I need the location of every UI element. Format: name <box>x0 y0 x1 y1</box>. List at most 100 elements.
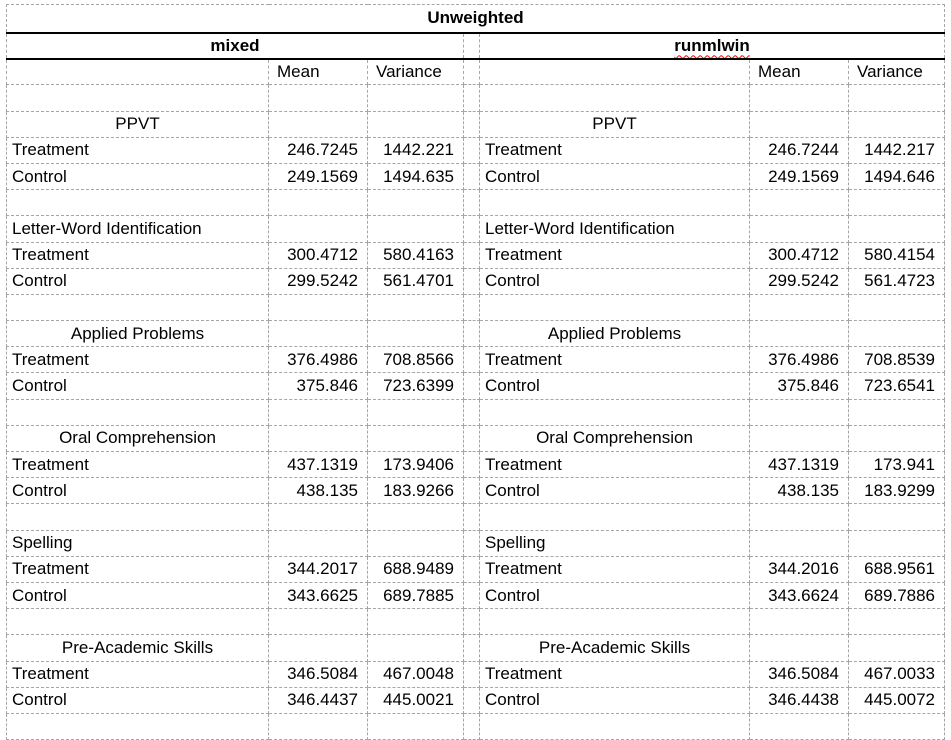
empty-cell <box>6 293 269 322</box>
empty-cell <box>847 215 946 243</box>
empty-cell <box>847 398 946 426</box>
mean-value: 299.5242 <box>749 267 849 295</box>
spacer-cell <box>463 189 480 217</box>
empty-cell <box>268 424 368 453</box>
row-label-treatment: Treatment <box>479 346 750 374</box>
row-label-treatment: Treatment <box>6 241 269 269</box>
empty-cell <box>6 608 269 636</box>
section-title: Pre-Academic Skills <box>6 634 269 662</box>
col-header-mean: Mean <box>749 58 849 86</box>
variance-value: 561.4723 <box>847 267 946 295</box>
treatment-row: Treatment 344.2017 688.9489 Treatment 34… <box>6 555 946 583</box>
empty-cell <box>479 712 750 740</box>
treatment-row: Treatment 300.4712 580.4163 Treatment 30… <box>6 241 946 269</box>
empty-cell <box>749 320 849 348</box>
mean-value: 299.5242 <box>268 267 368 295</box>
empty-cell <box>6 712 269 740</box>
section-title: Applied Problems <box>6 320 269 348</box>
empty-cell <box>749 84 849 112</box>
row-label-control: Control <box>6 477 269 505</box>
empty-cell <box>367 712 464 740</box>
empty-cell <box>847 608 946 636</box>
variance-value: 708.8539 <box>847 346 946 374</box>
empty-cell <box>6 58 269 86</box>
spacer-cell <box>463 555 480 583</box>
section-title: Letter-Word Identification <box>6 215 269 243</box>
mean-value: 344.2016 <box>749 555 849 583</box>
mean-value: 346.5084 <box>268 660 368 688</box>
mean-value: 346.4438 <box>749 686 849 714</box>
empty-cell <box>268 215 368 243</box>
empty-cell <box>367 424 464 453</box>
empty-cell <box>749 608 849 636</box>
row-label-treatment: Treatment <box>6 346 269 374</box>
empty-cell <box>749 712 849 740</box>
col-header-variance: Variance <box>847 58 946 86</box>
spacer-cell <box>463 712 480 740</box>
control-row: Control 375.846 723.6399 Control 375.846… <box>6 372 946 400</box>
spacer-cell <box>463 293 480 322</box>
spacer-cell <box>463 608 480 636</box>
empty-cell <box>479 608 750 636</box>
variance-value: 1442.221 <box>367 136 464 164</box>
variance-value: 689.7886 <box>847 581 946 610</box>
control-row: Control 438.135 183.9266 Control 438.135… <box>6 477 946 505</box>
row-label-control: Control <box>6 581 269 610</box>
partial-bottom-row <box>6 712 946 740</box>
mean-value: 438.135 <box>749 477 849 505</box>
spacer-cell <box>463 110 480 138</box>
col-header-mean: Mean <box>268 58 368 86</box>
empty-cell <box>479 398 750 426</box>
spacer-cell <box>463 346 480 374</box>
variance-value: 445.0072 <box>847 686 946 714</box>
spacer-row <box>6 293 946 322</box>
empty-cell <box>367 320 464 348</box>
empty-cell <box>749 529 849 557</box>
mean-value: 249.1569 <box>749 162 849 191</box>
control-row: Control 343.6625 689.7885 Control 343.66… <box>6 581 946 610</box>
empty-cell <box>268 189 368 217</box>
empty-cell <box>847 529 946 557</box>
row-label-treatment: Treatment <box>6 450 269 479</box>
empty-cell <box>367 529 464 557</box>
spacer-cell <box>463 581 480 610</box>
empty-cell <box>847 320 946 348</box>
variance-value: 173.941 <box>847 450 946 479</box>
empty-cell <box>6 189 269 217</box>
mean-value: 437.1319 <box>268 450 368 479</box>
empty-cell <box>367 398 464 426</box>
empty-cell <box>367 608 464 636</box>
spacer-cell <box>463 267 480 295</box>
empty-cell <box>847 503 946 531</box>
empty-cell <box>479 84 750 112</box>
empty-cell <box>367 634 464 662</box>
empty-cell <box>749 189 849 217</box>
variance-value: 183.9299 <box>847 477 946 505</box>
section-title-row: Spelling Spelling <box>6 529 946 557</box>
mean-value: 246.7245 <box>268 136 368 164</box>
mean-value: 249.1569 <box>268 162 368 191</box>
spacer-cell <box>463 660 480 688</box>
section-title: PPVT <box>479 110 750 138</box>
empty-cell <box>847 189 946 217</box>
row-label-control: Control <box>479 581 750 610</box>
mean-value: 346.5084 <box>749 660 849 688</box>
row-label-control: Control <box>479 162 750 191</box>
section-title: Applied Problems <box>479 320 750 348</box>
section-title-row: Pre-Academic Skills Pre-Academic Skills <box>6 634 946 662</box>
empty-cell <box>749 398 849 426</box>
variance-value: 580.4163 <box>367 241 464 269</box>
panel-header-row: mixed runmlwin <box>6 31 946 60</box>
empty-cell <box>479 503 750 531</box>
empty-cell <box>6 398 269 426</box>
row-label-control: Control <box>6 162 269 191</box>
section-title: Pre-Academic Skills <box>479 634 750 662</box>
empty-cell <box>268 634 368 662</box>
empty-cell <box>367 84 464 112</box>
empty-cell <box>367 503 464 531</box>
variance-value: 467.0033 <box>847 660 946 688</box>
variance-value: 689.7885 <box>367 581 464 610</box>
section-title: Spelling <box>6 529 269 557</box>
row-label-control: Control <box>479 477 750 505</box>
table-title: Unweighted <box>5 4 946 34</box>
